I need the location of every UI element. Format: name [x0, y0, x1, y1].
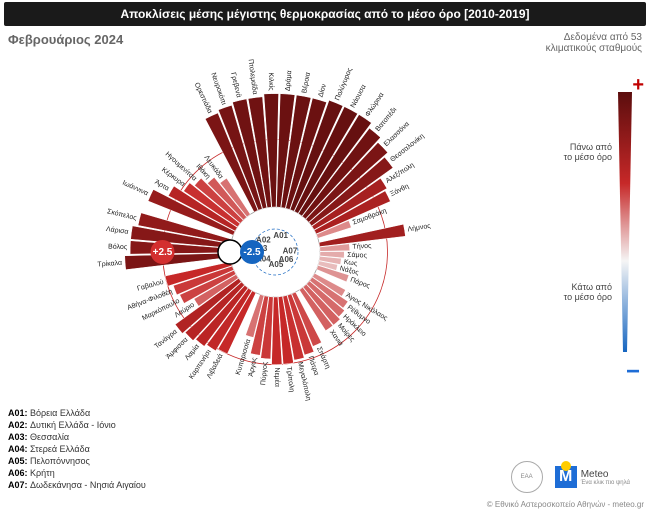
- data-note: Δεδομένα από 53 κλιματικούς σταθμούς: [546, 32, 642, 54]
- region-legend: A01: Βόρεια ΕλλάδαA02: Δυτική Ελλάδα - Ι…: [8, 407, 146, 491]
- station-label: Λαμία: [183, 343, 201, 362]
- legend-below: Κάτω από το μέσο όρο: [562, 282, 612, 302]
- station-label: Ιωάννινα: [121, 179, 149, 198]
- noa-logo: ΕΑΑ: [511, 461, 543, 493]
- station-label: Γρεβενά: [229, 72, 243, 99]
- station-label: Πάρος: [349, 276, 371, 291]
- station-label: Βέροια: [300, 72, 312, 94]
- region-legend-item: A07: Δωδεκάνησα - Νησιά Αιγαίου: [8, 479, 146, 491]
- ref-badge: -2.5: [240, 240, 264, 264]
- region-legend-item: A05: Πελοπόννησος: [8, 455, 146, 467]
- data-note-l1: Δεδομένα από 53: [564, 32, 642, 43]
- station-label: Νευροκόπι: [209, 72, 228, 107]
- station-label: Βόλος: [108, 243, 128, 252]
- station-label: Λάρισα: [105, 225, 129, 236]
- region-code-label: A05: [269, 260, 284, 269]
- station-label: Σάμος: [347, 251, 368, 260]
- station-label: Άργος: [248, 356, 259, 377]
- svg-text:+2.5: +2.5: [153, 247, 173, 258]
- region-legend-item: A01: Βόρεια Ελλάδα: [8, 407, 146, 419]
- meteo-m-icon: M: [555, 466, 577, 488]
- station-label: Νάουσα: [349, 83, 368, 109]
- station-label: Τρίκαλα: [97, 259, 122, 269]
- station-label: Κιλκίς: [267, 72, 275, 91]
- logo-area: ΕΑΑ M Meteo Ένα κλικ πιο ψηλά: [511, 461, 630, 493]
- station-label: Τρίπολη: [285, 366, 296, 393]
- station-label: Τήνος: [352, 243, 372, 251]
- region-legend-item: A04: Στερεά Ελλάδα: [8, 443, 146, 455]
- region-code-label: A07: [283, 246, 298, 255]
- data-note-l2: κλιματικούς σταθμούς: [546, 43, 642, 54]
- region-legend-item: A02: Δυτική Ελλάδα - Ιόνιο: [8, 419, 146, 431]
- ref-badge: 0: [218, 240, 242, 264]
- station-label: Ορεστιάδα: [193, 81, 214, 114]
- legend-above: Πάνω από το μέσο όρο: [562, 142, 612, 162]
- legend-plus-icon: +: [632, 74, 644, 97]
- legend-minus-icon: −: [626, 358, 640, 386]
- station-label: Νεμέα: [273, 367, 281, 387]
- meteo-text: Meteo: [581, 469, 630, 480]
- ref-badge: +2.5: [151, 240, 175, 264]
- svg-text:-2.5: -2.5: [243, 247, 261, 258]
- station-label: Ξάνθη: [389, 182, 410, 198]
- station-label: Λήμνος: [407, 223, 432, 234]
- station-label: Πάτρα: [307, 355, 321, 376]
- page-title: Αποκλίσεις μέσης μέγιστης θερμοκρασίας α…: [4, 2, 646, 26]
- station-label: Δράμα: [284, 70, 294, 91]
- station-label: Πτολεμαΐδα: [247, 59, 259, 95]
- meteo-logo: M Meteo Ένα κλικ πιο ψηλά: [555, 466, 630, 488]
- meteo-sub: Ένα κλικ πιο ψηλά: [581, 480, 630, 486]
- station-label: Δίον: [316, 82, 328, 98]
- region-legend-item: A06: Κρήτη: [8, 467, 146, 479]
- radial-chart: A01A07A06A05A04A03A02ΟρεστιάδαΝευροκόπιΓ…: [50, 32, 500, 462]
- svg-text:0: 0: [227, 247, 233, 258]
- station-label: Σκόπελος: [106, 207, 138, 222]
- region-legend-item: A03: Θεσσαλία: [8, 431, 146, 443]
- region-code-label: A01: [273, 231, 288, 240]
- legend-gradient: [618, 92, 632, 352]
- station-label: Γαβαλού: [136, 278, 164, 293]
- station-label: Φλώρινα: [364, 91, 386, 118]
- station-label: Βατοπέδι: [374, 106, 399, 133]
- station-label: Πύργος: [259, 361, 269, 386]
- footer-credit: © Εθνικό Αστεροσκοπείο Αθηνών - meteo.gr: [487, 500, 644, 509]
- station-label: Πολύγυρος: [333, 66, 354, 102]
